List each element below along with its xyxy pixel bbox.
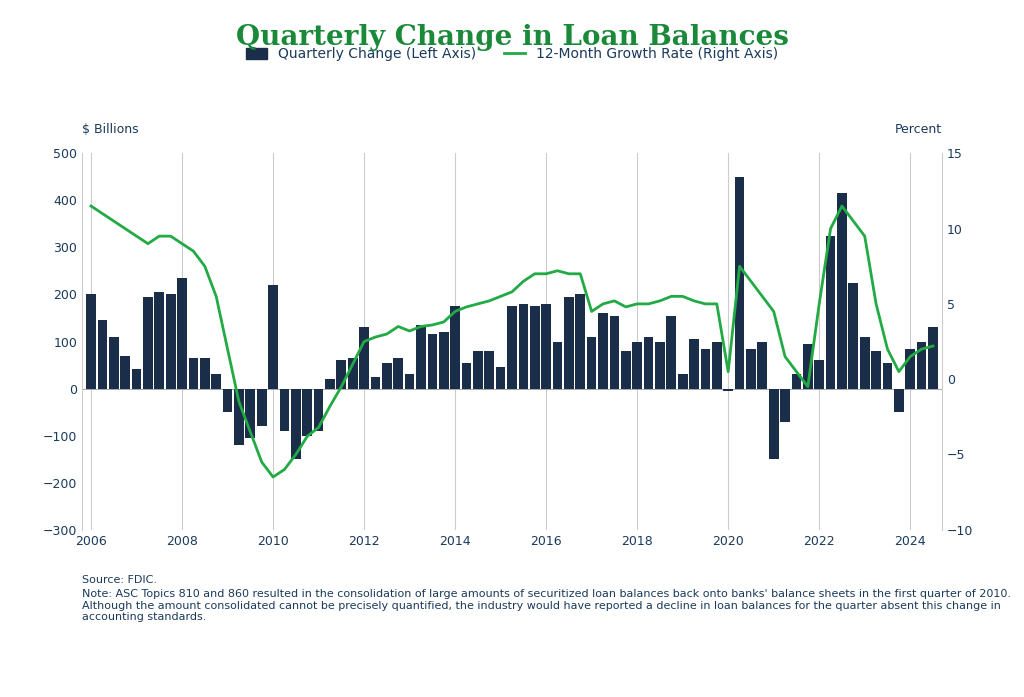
Bar [462,362,471,388]
Legend: Quarterly Change (Left Axis), 12-Month Growth Rate (Right Axis): Quarterly Change (Left Axis), 12-Month G… [246,47,778,61]
Bar [723,388,733,391]
Bar [348,358,357,388]
Bar [609,316,620,388]
Bar [712,342,722,388]
Bar [326,379,335,388]
Bar [905,348,915,388]
Bar [257,388,266,426]
Bar [575,294,585,388]
Bar [359,328,369,388]
Bar [871,351,881,388]
Bar [155,292,164,388]
Bar [542,304,551,388]
Bar [860,337,869,388]
Bar [246,388,255,438]
Bar [382,362,392,388]
Bar [451,306,460,388]
Bar [735,177,744,388]
Bar [371,377,380,388]
Bar [109,337,119,388]
Bar [849,283,858,388]
Bar [439,332,449,388]
Bar [473,351,482,388]
Bar [507,306,517,388]
Bar [633,342,642,388]
Bar [928,328,938,388]
Bar [177,278,187,388]
Bar [132,369,141,388]
Bar [313,388,324,431]
Bar [416,325,426,388]
Bar [803,344,813,388]
Bar [667,316,676,388]
Bar [518,304,528,388]
Bar [916,342,927,388]
Bar [234,388,244,445]
Bar [121,355,130,388]
Bar [769,388,778,459]
Bar [496,367,506,388]
Bar [211,374,221,388]
Bar [553,342,562,388]
Bar [404,374,415,388]
Bar [291,388,301,459]
Bar [598,313,608,388]
Bar [655,342,665,388]
Bar [587,337,597,388]
Bar [223,388,232,412]
Bar [530,306,540,388]
Bar [200,358,210,388]
Bar [428,335,437,388]
Text: Quarterly Change in Loan Balances: Quarterly Change in Loan Balances [236,24,788,52]
Bar [780,388,790,422]
Bar [86,294,96,388]
Bar [268,285,278,388]
Bar [166,294,175,388]
Bar [97,321,108,388]
Bar [564,297,573,388]
Bar [825,236,836,388]
Bar [393,358,403,388]
Bar [814,360,824,388]
Bar [188,358,199,388]
Text: Source: FDIC.: Source: FDIC. [82,575,157,585]
Bar [792,374,802,388]
Text: Percent: Percent [895,123,942,136]
Bar [746,348,756,388]
Bar [883,362,892,388]
Bar [621,351,631,388]
Bar [838,193,847,388]
Bar [689,339,699,388]
Bar [894,388,904,412]
Bar [302,388,312,436]
Text: $ Billions: $ Billions [82,123,138,136]
Bar [143,297,153,388]
Bar [337,360,346,388]
Bar [484,351,495,388]
Bar [700,348,711,388]
Bar [280,388,290,431]
Bar [758,342,767,388]
Text: Note: ASC Topics 810 and 860 resulted in the consolidation of large amounts of s: Note: ASC Topics 810 and 860 resulted in… [82,589,1011,622]
Bar [644,337,653,388]
Bar [678,374,687,388]
